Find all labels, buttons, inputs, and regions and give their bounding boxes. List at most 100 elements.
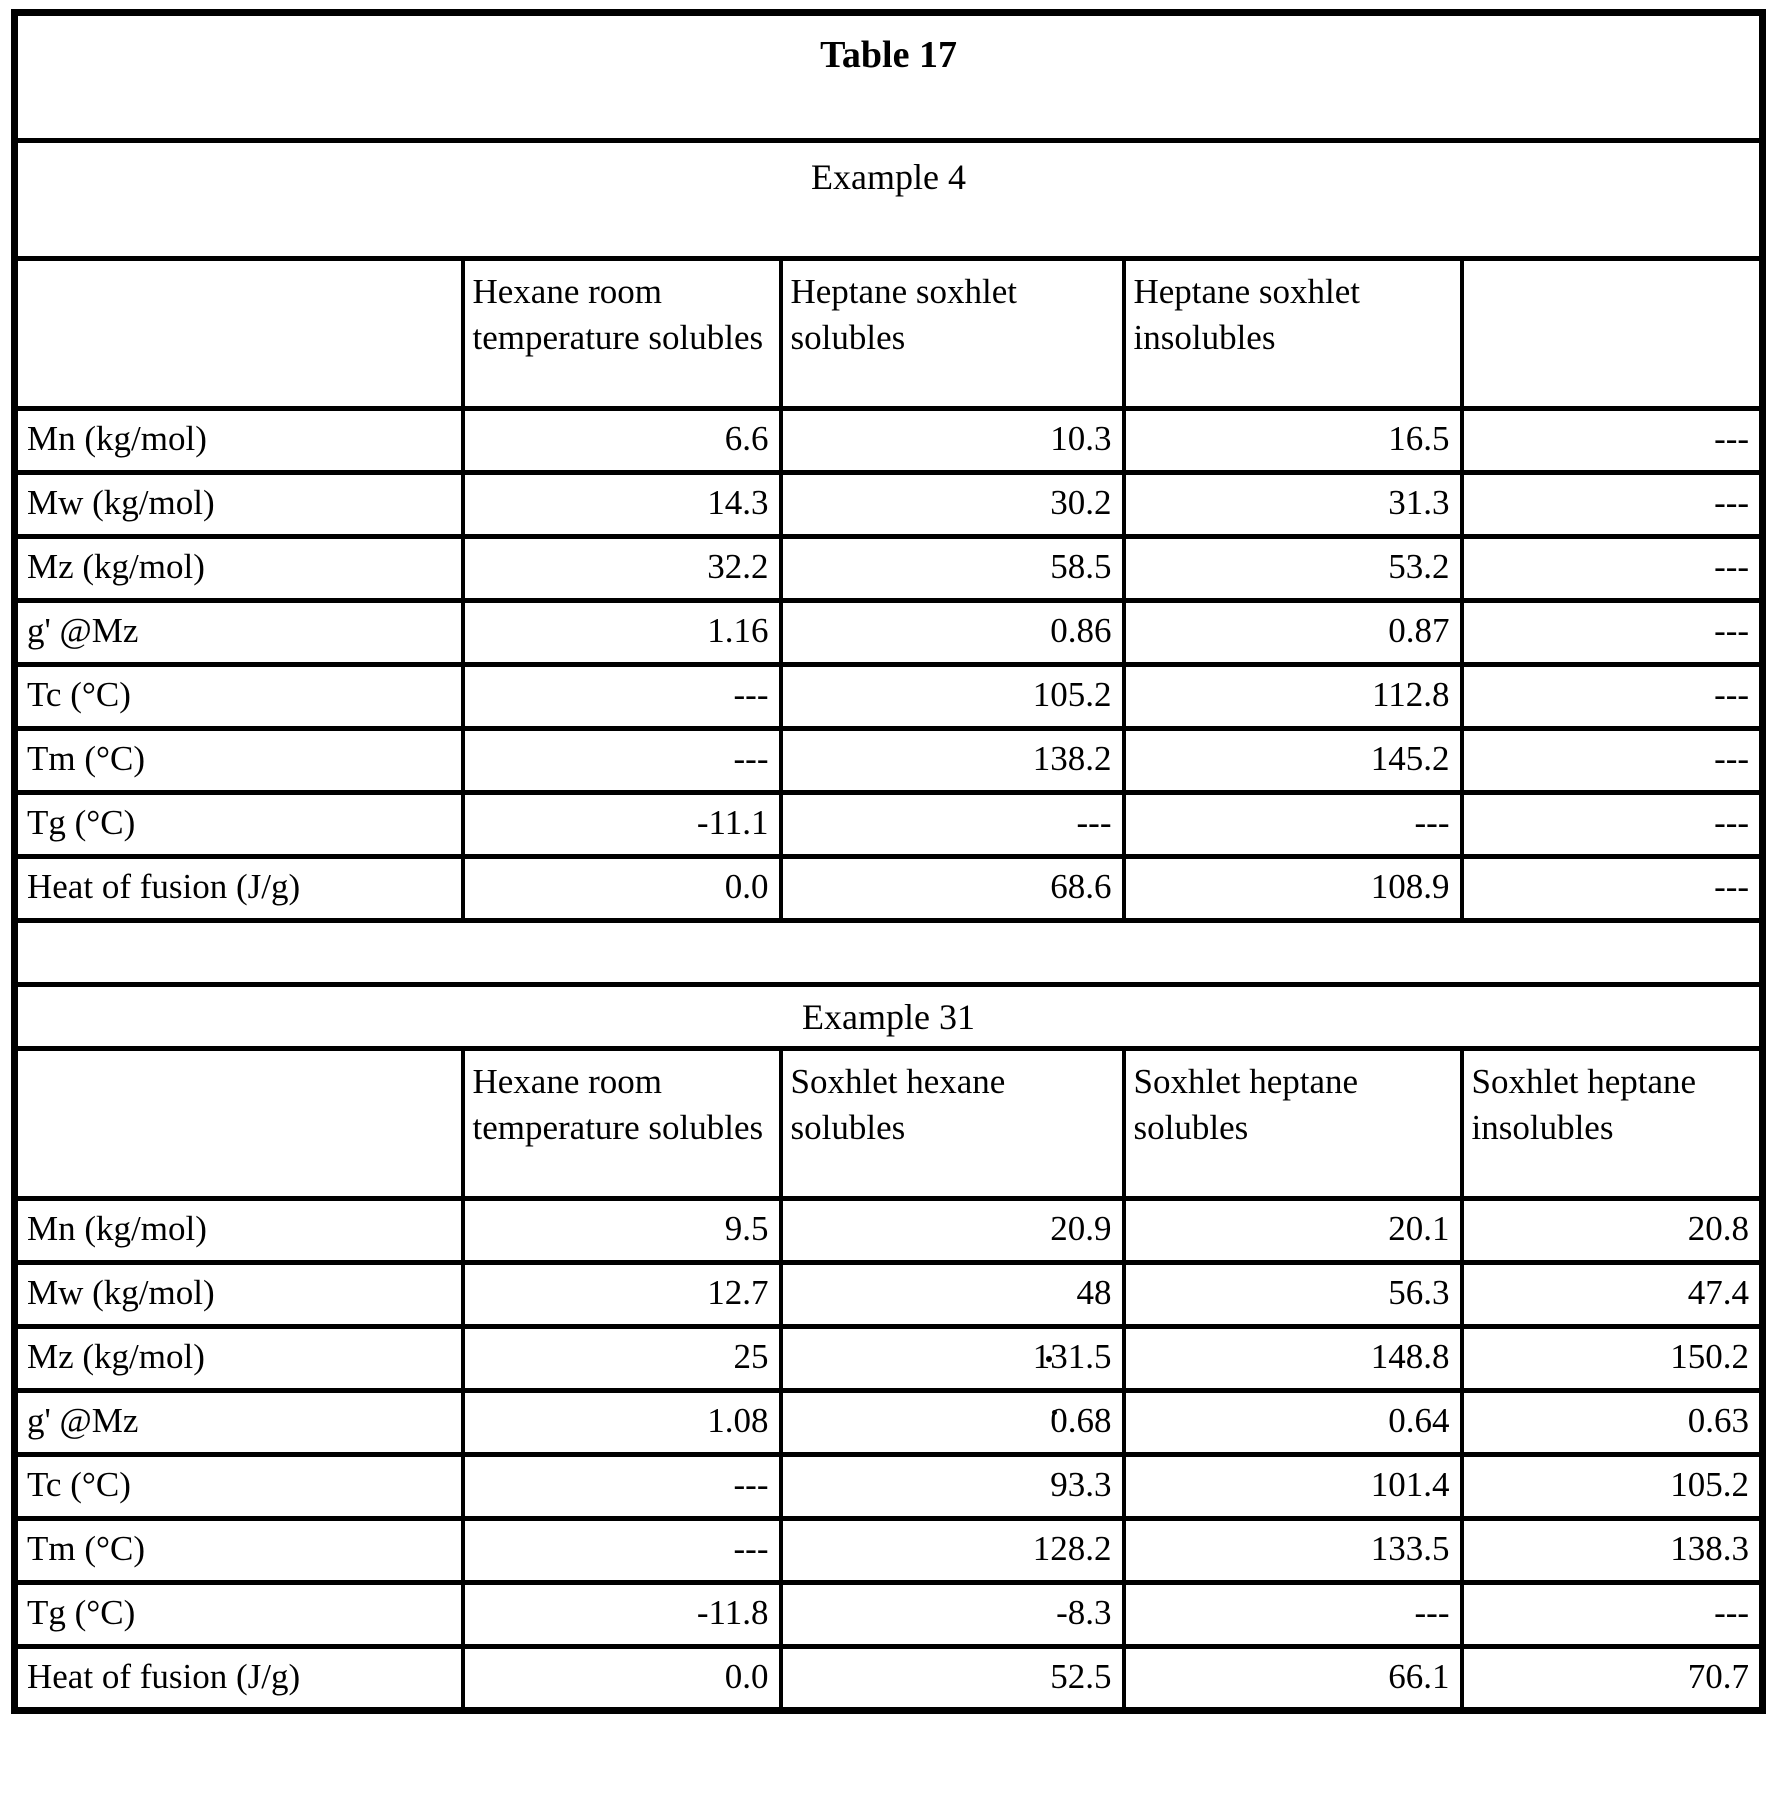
value-cell: --- [1121,1580,1464,1649]
value-cell: 20.1 [1121,1196,1464,1265]
column-header-row: Hexane room temperature solubles Heptane … [12,256,1765,411]
value-cell: 12.7 [460,1260,783,1329]
value-cell: --- [1459,662,1765,731]
section-caption-row: Example 4 [14,138,1763,261]
value-cell: 58.5 [778,534,1126,603]
column-header: Soxhlet heptane insolubles [1459,1046,1765,1201]
table-title-row: Table 17 [14,10,1763,143]
value-cell: -11.1 [460,790,783,859]
value-cell: 101.4 [1121,1452,1464,1521]
value-cell: 47.4 [1459,1260,1765,1329]
value-cell: --- [460,1516,783,1585]
table-title-group: Table 17 [14,10,1763,143]
value-cell: 0.86 [778,598,1126,667]
value-cell: --- [1459,726,1765,795]
column-header [1459,256,1765,411]
table-row: Mz (kg/mol) 32.2 58.5 53.2 --- [12,534,1765,603]
value-cell: 108.9 [1121,854,1464,923]
scan-speck [1052,1410,1057,1415]
value-cell: --- [1459,1580,1765,1649]
value-cell: 66.1 [1121,1644,1464,1713]
row-label: g' @Mz [12,598,465,667]
value-cell: 138.3 [1459,1516,1765,1585]
row-label: Mn (kg/mol) [12,1196,465,1265]
row-label: Tm (°C) [12,1516,465,1585]
table-row: Heat of fusion (J/g) 0.0 52.5 66.1 70.7 [12,1644,1765,1713]
value-cell: 14.3 [460,470,783,539]
value-cell: 148.8 [1121,1324,1464,1393]
table-row: Tm (°C) --- 138.2 145.2 --- [12,726,1765,795]
value-cell: 70.7 [1459,1644,1765,1713]
table-title: Table 17 [14,10,1763,143]
column-header-row: Hexane room temperature solubles Soxhlet … [12,1046,1765,1201]
value-cell: 105.2 [1459,1452,1765,1521]
table-row: Mw (kg/mol) 12.7 48 56.3 47.4 [12,1260,1765,1329]
column-header: Soxhlet heptane solubles [1121,1046,1464,1201]
table-row: Heat of fusion (J/g) 0.0 68.6 108.9 --- [12,854,1765,923]
row-label: Mw (kg/mol) [12,470,465,539]
value-cell: 20.8 [1459,1196,1765,1265]
value-cell: 48 [778,1260,1126,1329]
section-caption: Example 31 [14,982,1763,1051]
value-cell: 112.8 [1121,662,1464,731]
value-cell: --- [1459,790,1765,859]
table-row: Tc (°C) --- 105.2 112.8 --- [12,662,1765,731]
table-row: Tm (°C) --- 128.2 133.5 138.3 [12,1516,1765,1585]
spacer-row [14,918,1763,987]
value-cell: --- [460,662,783,731]
value-cell: -11.8 [460,1580,783,1649]
value-cell: --- [1459,534,1765,603]
value-cell: 93.3 [778,1452,1126,1521]
empty-header-cell [12,256,465,411]
column-header: Hexane room temperature solubles [460,1046,783,1201]
row-label: Tg (°C) [12,1580,465,1649]
row-label: Tc (°C) [12,1452,465,1521]
value-cell: 0.64 [1121,1388,1464,1457]
column-header: Heptane soxhlet insolubles [1121,256,1464,411]
table-17: Table 17 Example 4 Hexane room temperatur… [11,9,1767,1714]
section-caption-row: Example 31 [14,982,1763,1051]
value-cell: 1.16 [460,598,783,667]
row-label: Tm (°C) [12,726,465,795]
value-cell: 32.2 [460,534,783,603]
value-cell: --- [460,726,783,795]
value-cell: 56.3 [1121,1260,1464,1329]
table-row: g' @Mz 1.16 0.86 0.87 --- [12,598,1765,667]
spacer-cell [14,918,1763,987]
value-cell: 31.3 [1121,470,1464,539]
value-cell: 0.63 [1459,1388,1765,1457]
value-cell: -8.3 [778,1580,1126,1649]
value-cell: 131.5 [778,1324,1126,1393]
value-cell: 16.5 [1121,406,1464,475]
value-cell: --- [778,790,1126,859]
section-caption: Example 4 [14,138,1763,261]
table-row: Mz (kg/mol) 25 131.5 148.8 150.2 [12,1324,1765,1393]
value-cell: 150.2 [1459,1324,1765,1393]
value-cell: --- [1459,854,1765,923]
value-cell: --- [1459,406,1765,475]
value-cell: --- [460,1452,783,1521]
value-cell: 10.3 [778,406,1126,475]
value-cell: 9.5 [460,1196,783,1265]
value-cell: 145.2 [1121,726,1464,795]
section-example-4: Example 4 Hexane room temperature soluble… [12,138,1765,923]
column-header: Hexane room temperature solubles [460,256,783,411]
value-cell: 52.5 [778,1644,1126,1713]
table-row: Mw (kg/mol) 14.3 30.2 31.3 --- [12,470,1765,539]
value-cell: 25 [460,1324,783,1393]
row-label: Tg (°C) [12,790,465,859]
table-row: Mn (kg/mol) 6.6 10.3 16.5 --- [12,406,1765,475]
document-page: Table 17 Example 4 Hexane room temperatur… [11,9,1767,1714]
section-example-31: Example 31 Hexane room temperature solubl… [12,982,1765,1713]
row-label: Heat of fusion (J/g) [12,1644,465,1713]
value-cell: 0.0 [460,1644,783,1713]
value-cell: 68.6 [778,854,1126,923]
value-cell: 105.2 [778,662,1126,731]
value-cell: 30.2 [778,470,1126,539]
row-label: Mz (kg/mol) [12,534,465,603]
value-cell: 1.08 [460,1388,783,1457]
column-header: Soxhlet hexane solubles [778,1046,1126,1201]
table-row: Tg (°C) -11.8 -8.3 --- --- [12,1580,1765,1649]
empty-header-cell [12,1046,465,1201]
value-cell: 20.9 [778,1196,1126,1265]
